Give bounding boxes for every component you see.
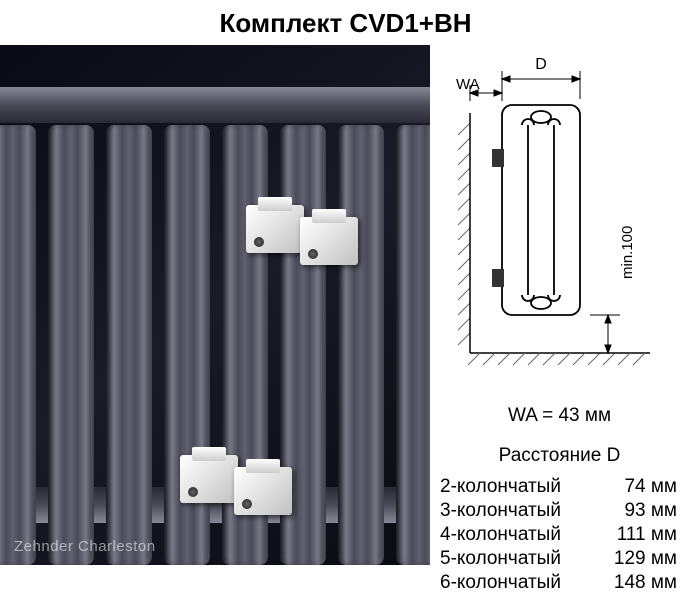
content-row: Zehnder Charleston xyxy=(0,45,691,595)
row-value: 74 мм xyxy=(624,476,677,498)
table-row: 5-колончатый 129 мм xyxy=(438,547,681,571)
diagram-svg: D WA min.100 xyxy=(440,53,680,393)
table-row: 3-колончатый 93 мм xyxy=(438,499,681,523)
row-value: 93 мм xyxy=(624,500,677,522)
table-row: 2-колончатый 74 мм xyxy=(438,475,681,499)
row-value: 129 мм xyxy=(614,548,677,570)
radiator-side xyxy=(502,105,580,315)
mounting-bracket xyxy=(180,455,238,503)
row-value: 148 мм xyxy=(614,572,677,594)
label-min100: min.100 xyxy=(619,226,636,279)
spec-pane: D WA min.100 xyxy=(430,45,691,595)
row-label: 4-колончатый xyxy=(440,524,561,546)
row-label: 2-колончатый xyxy=(440,476,561,498)
row-value: 111 мм xyxy=(617,524,677,546)
mounting-bracket xyxy=(300,217,358,265)
row-label: 5-колончатый xyxy=(440,548,561,570)
mounting-bracket xyxy=(234,467,292,515)
radiator-column xyxy=(338,125,384,565)
wall-hatch-left xyxy=(458,113,470,353)
wa-value: WA = 43 мм xyxy=(438,405,681,427)
dim-D xyxy=(502,71,580,99)
mounting-bracket xyxy=(246,205,304,253)
dim-min100 xyxy=(590,315,620,353)
mounting-diagram: D WA min.100 xyxy=(440,53,680,393)
radiator-column xyxy=(106,125,152,565)
distance-table: 2-колончатый74 мм3-колончатый93 мм4-коло… xyxy=(438,475,681,595)
radiator-column xyxy=(0,125,36,565)
row-label: 6-колончатый xyxy=(440,572,561,594)
label-D: D xyxy=(535,56,547,73)
page-title: Комплект CVD1+BH xyxy=(0,8,691,39)
product-photo: Zehnder Charleston xyxy=(0,45,430,565)
radiator-column xyxy=(48,125,94,565)
radiator-column xyxy=(396,125,430,565)
header: Комплект CVD1+BH xyxy=(0,0,691,45)
floor-hatch xyxy=(468,353,650,365)
photo-watermark: Zehnder Charleston xyxy=(14,538,156,555)
radiator-top-manifold xyxy=(0,87,430,123)
label-WA: WA xyxy=(456,76,480,93)
distance-title: Расстояние D xyxy=(438,445,681,467)
row-label: 3-колончатый xyxy=(440,500,561,522)
table-row: 4-колончатый 111 мм xyxy=(438,523,681,547)
table-row: 6-колончатый 148 мм xyxy=(438,571,681,595)
